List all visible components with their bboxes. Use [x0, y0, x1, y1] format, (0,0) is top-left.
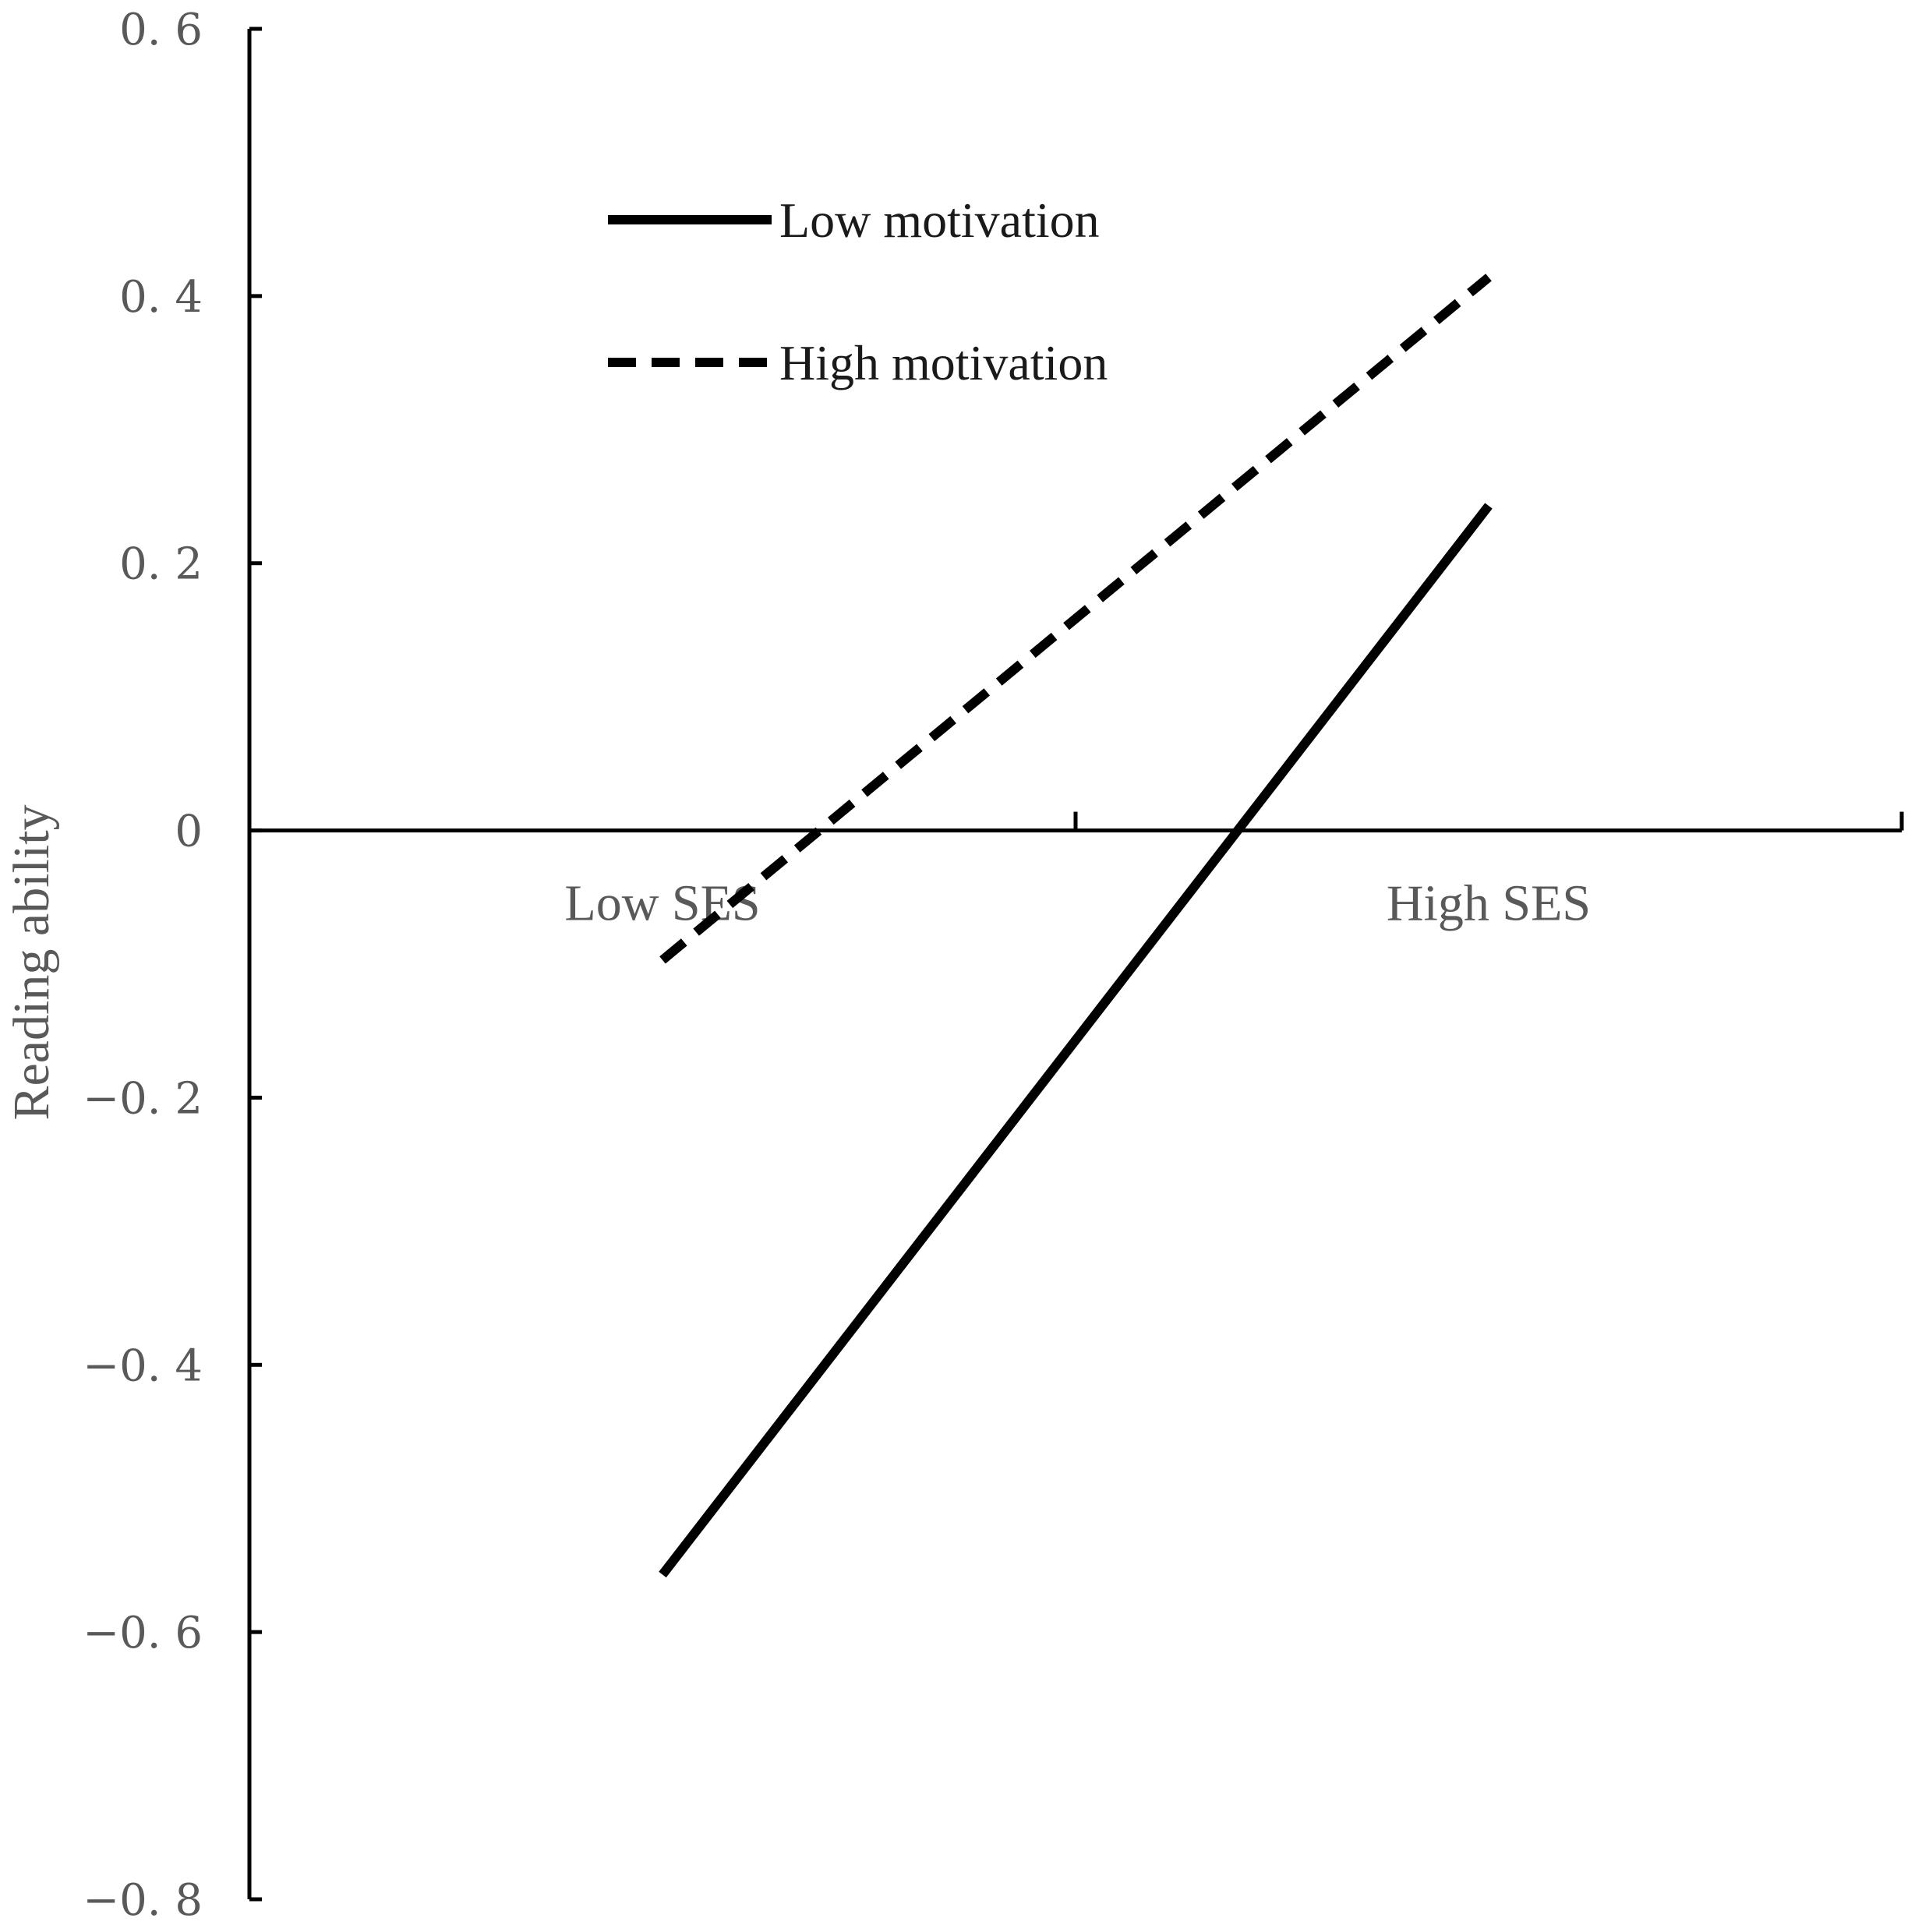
legend-label: High motivation	[779, 335, 1108, 390]
y-axis-title: Reading ability	[3, 804, 60, 1120]
y-tick-label: −0. 2	[83, 1073, 203, 1124]
series-line-high-motivation	[659, 274, 1492, 964]
series-lines	[659, 274, 1493, 1578]
legend-label: Low motivation	[779, 192, 1100, 248]
series-line-low-motivation	[659, 503, 1493, 1578]
x-category-label: High SES	[1387, 875, 1591, 932]
y-axis: 0. 6 0. 4 0. 2 0 −0. 2 −0. 4 −0. 6 −0. 8	[83, 5, 262, 1926]
x-category-label: Low SES	[564, 875, 760, 932]
x-axis: Low SES High SES	[249, 811, 1904, 932]
y-tick-label: −0. 4	[83, 1340, 203, 1391]
y-tick-label: 0. 2	[119, 539, 203, 590]
y-tick-label: −0. 6	[83, 1608, 203, 1658]
y-tick-label: 0	[175, 807, 203, 857]
y-tick-label: 0. 4	[119, 272, 203, 323]
y-tick-label: 0. 6	[119, 5, 203, 55]
y-tick-label: −0. 8	[83, 1875, 203, 1926]
legend: Low motivation High motivation	[608, 192, 1108, 390]
